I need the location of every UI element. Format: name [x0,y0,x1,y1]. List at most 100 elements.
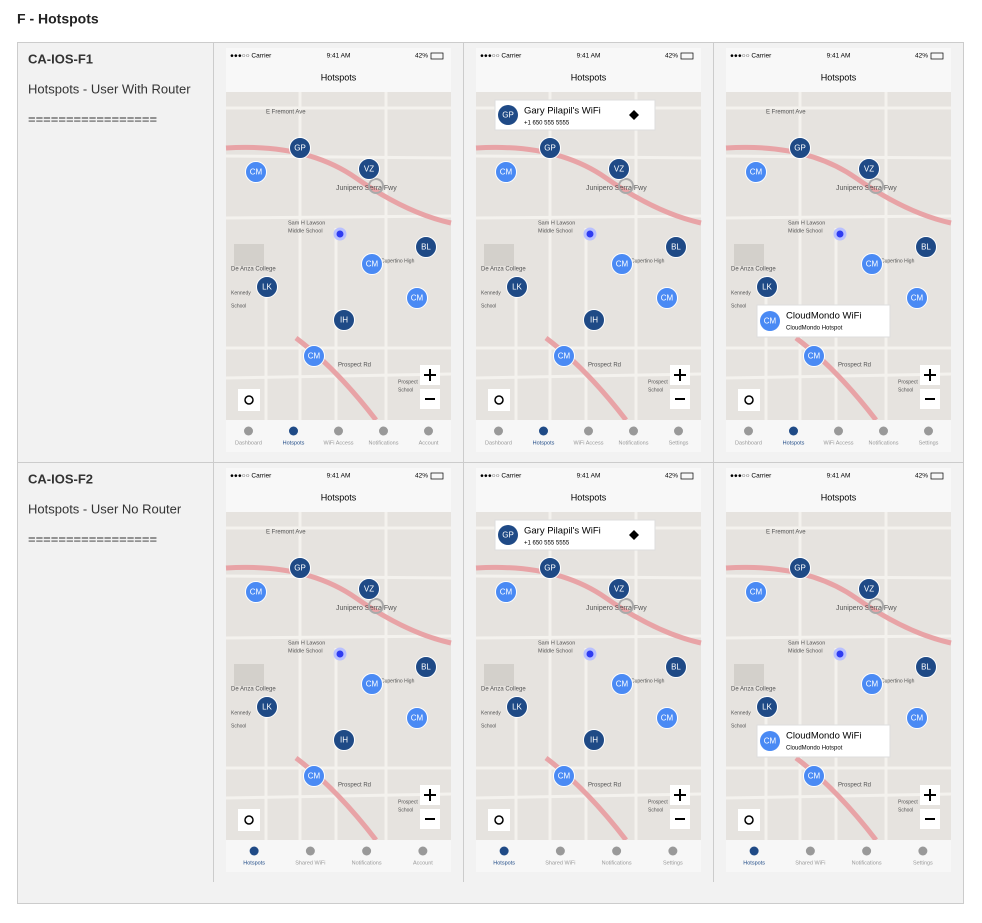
tab-icon[interactable] [305,846,315,856]
hotspot-marker[interactable] [289,557,311,579]
tab-label[interactable]: Hotspots [533,440,555,446]
tab-label[interactable]: WiFi Access [324,440,354,446]
tab-label[interactable]: Dashboard [235,440,262,446]
hotspot-marker[interactable] [861,673,883,695]
locate-button[interactable] [738,809,760,831]
tab-icon[interactable] [555,846,565,856]
hotspot-marker[interactable] [665,656,687,678]
hotspot-marker[interactable] [789,137,811,159]
hotspot-marker[interactable] [756,276,778,298]
tab-icon[interactable] [862,846,872,856]
hotspot-marker[interactable] [906,707,928,729]
tab-icon[interactable] [924,426,933,436]
hotspot-marker[interactable] [608,578,630,600]
hotspot-marker[interactable] [583,309,605,331]
hotspot-marker[interactable] [303,345,325,367]
tab-icon[interactable] [362,846,372,856]
hotspot-marker[interactable] [553,345,575,367]
hotspot-marker[interactable] [745,581,767,603]
hotspot-marker[interactable] [245,161,267,183]
tab-icon[interactable] [789,426,798,436]
hotspot-marker[interactable] [415,656,437,678]
tab-icon[interactable] [424,426,433,436]
tab-label[interactable]: Account [419,440,439,446]
hotspot-marker[interactable] [906,287,928,309]
tab-label[interactable]: Settings [663,860,683,866]
tab-label[interactable]: Hotspots [283,440,305,446]
hotspot-popup[interactable] [494,519,656,551]
hotspot-marker[interactable] [303,765,325,787]
locate-button[interactable] [238,389,260,411]
tab-icon[interactable] [334,426,343,436]
tab-icon[interactable] [244,426,253,436]
hotspot-marker[interactable] [608,158,630,180]
hotspot-marker[interactable] [358,578,380,600]
tab-label[interactable]: Notifications [869,440,899,446]
tab-label[interactable]: Notifications [602,860,632,866]
tab-icon[interactable] [918,846,928,856]
hotspot-marker[interactable] [789,557,811,579]
locate-button[interactable] [488,809,510,831]
tab-label[interactable]: Settings [919,440,939,446]
hotspot-marker[interactable] [553,765,575,787]
tab-icon[interactable] [879,426,888,436]
hotspot-marker[interactable] [358,158,380,180]
tab-label[interactable]: Hotspots [783,440,805,446]
tab-label[interactable]: Shared WiFi [545,860,575,866]
hotspot-marker[interactable] [495,581,517,603]
tab-icon[interactable] [499,846,509,856]
tab-icon[interactable] [584,426,593,436]
tab-icon[interactable] [668,846,678,856]
locate-button[interactable] [488,389,510,411]
hotspot-marker[interactable] [506,696,528,718]
tab-label[interactable]: Hotspots [243,860,265,866]
tab-label[interactable]: Dashboard [735,440,762,446]
hotspot-marker[interactable] [245,581,267,603]
tab-label[interactable]: Shared WiFi [295,860,325,866]
hotspot-marker[interactable] [406,287,428,309]
tab-label[interactable]: Settings [669,440,689,446]
hotspot-marker[interactable] [539,137,561,159]
tab-label[interactable]: Notifications [352,860,382,866]
tab-label[interactable]: Account [413,860,433,866]
hotspot-marker[interactable] [858,158,880,180]
tab-icon[interactable] [805,846,815,856]
hotspot-popup[interactable] [494,99,656,131]
tab-icon[interactable] [418,846,428,856]
tab-icon[interactable] [674,426,683,436]
hotspot-marker[interactable] [506,276,528,298]
hotspot-marker[interactable] [361,253,383,275]
hotspot-marker[interactable] [333,309,355,331]
tab-icon[interactable] [494,426,503,436]
hotspot-marker[interactable] [861,253,883,275]
hotspot-marker[interactable] [803,345,825,367]
tab-icon[interactable] [629,426,638,436]
hotspot-marker[interactable] [256,696,278,718]
directions-icon[interactable] [629,530,639,540]
hotspot-marker[interactable] [495,161,517,183]
hotspot-marker[interactable] [656,287,678,309]
tab-icon[interactable] [249,846,259,856]
tab-icon[interactable] [289,426,298,436]
tab-icon[interactable] [612,846,622,856]
locate-button[interactable] [238,809,260,831]
tab-label[interactable]: Shared WiFi [795,860,825,866]
tab-icon[interactable] [834,426,843,436]
tab-icon[interactable] [744,426,753,436]
hotspot-marker[interactable] [256,276,278,298]
tab-label[interactable]: Hotspots [493,860,515,866]
tab-label[interactable]: WiFi Access [824,440,854,446]
hotspot-marker[interactable] [665,236,687,258]
hotspot-marker[interactable] [756,696,778,718]
tab-label[interactable]: Notifications [619,440,649,446]
hotspot-marker[interactable] [611,673,633,695]
tab-icon[interactable] [379,426,388,436]
hotspot-marker[interactable] [333,729,355,751]
tab-label[interactable]: WiFi Access [574,440,604,446]
directions-icon[interactable] [629,110,639,120]
hotspot-marker[interactable] [915,236,937,258]
hotspot-marker[interactable] [611,253,633,275]
hotspot-marker[interactable] [415,236,437,258]
hotspot-marker[interactable] [915,656,937,678]
hotspot-marker[interactable] [745,161,767,183]
